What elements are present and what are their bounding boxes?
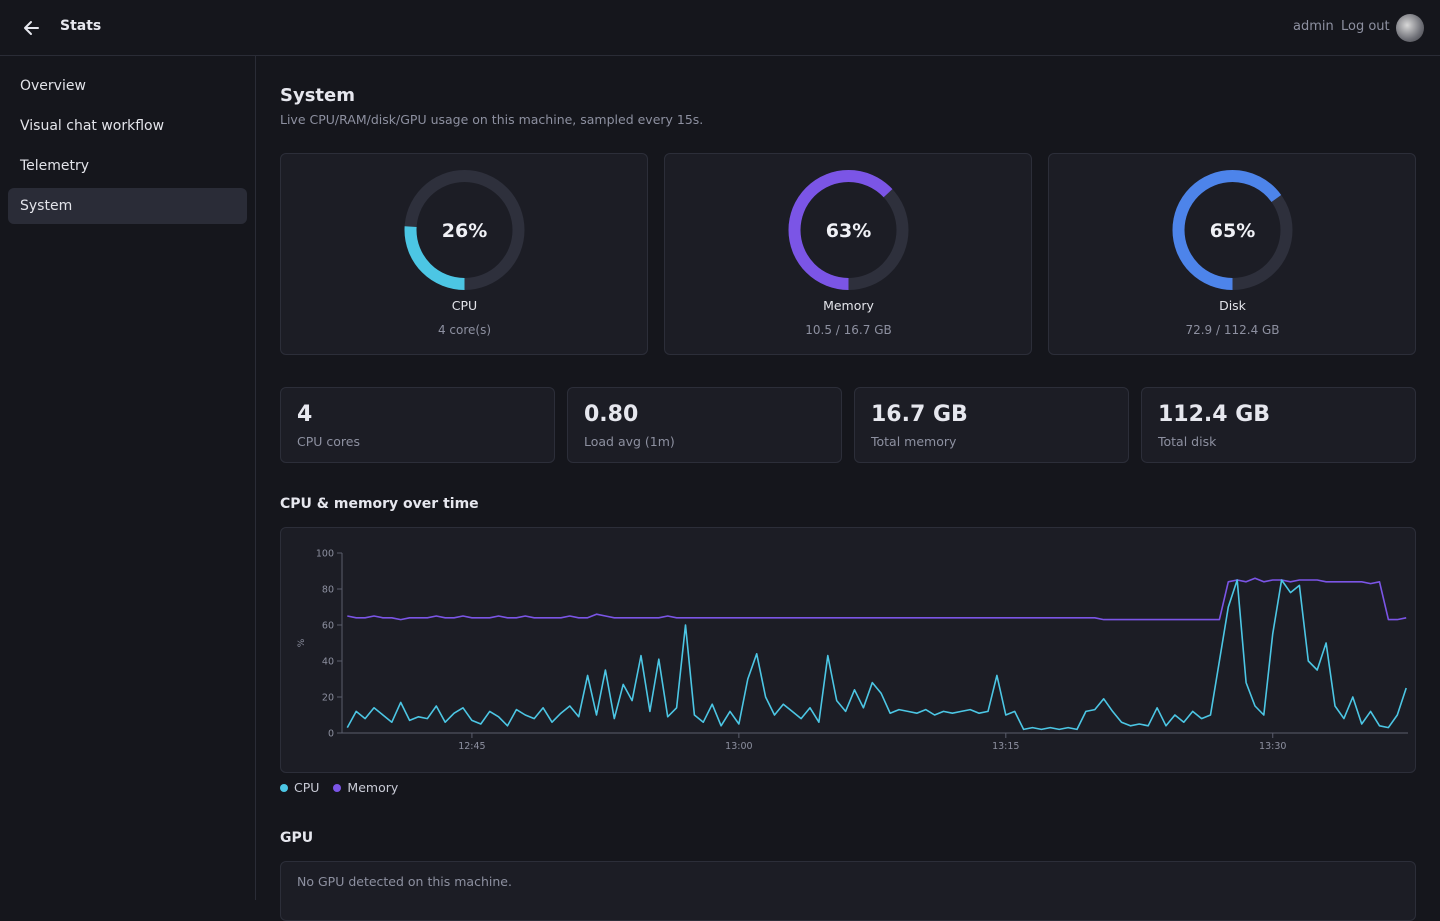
gauge-value: 63% — [826, 220, 871, 242]
gauge: 63% Memory 10.5 / 16.7 GB — [788, 170, 909, 337]
sidebar: Overview Visual chat workflow Telemetry Sys… — [0, 56, 256, 900]
stat-label: CPU cores — [297, 434, 360, 449]
stat-value: 112.4 GB — [1158, 402, 1271, 427]
gauge-detail: 4 core(s) — [438, 323, 491, 337]
chart: 0 20 40 60 80 100 12:45 13:00 13:15 13:30% — [297, 549, 1408, 752]
back-button[interactable] — [22, 18, 42, 38]
gauge-arc — [1172, 170, 1293, 290]
header: Stats admin Log out — [0, 0, 1440, 56]
legend-item: CPU — [280, 780, 319, 795]
legend-label: CPU — [294, 780, 320, 795]
nav-item[interactable]: Visual chat workflow — [20, 118, 165, 134]
nav-item[interactable]: Overview — [20, 78, 86, 94]
stat-card: 112.4 GB Total disk — [1141, 387, 1416, 463]
legend: CPU Memory — [280, 780, 398, 795]
stat-label: Total memory — [871, 434, 957, 449]
x-tick-label: 12:45 — [458, 741, 485, 752]
stat-card: 16.7 GB Total memory — [854, 387, 1129, 463]
gauge-arc — [404, 170, 525, 290]
page-subtitle: Live CPU/RAM/disk/GPU usage on this mach… — [280, 112, 704, 127]
series-line — [347, 577, 1407, 621]
stat-card: 0.80 Load avg (1m) — [567, 387, 842, 463]
nav-item[interactable]: Telemetry — [20, 158, 90, 174]
gauge-label: Disk — [1219, 298, 1247, 313]
legend-label: Memory — [347, 780, 399, 795]
gauge-card: 26% CPU 4 core(s) — [280, 153, 648, 355]
gauge-card: 65% Disk 72.9 / 112.4 GB — [1048, 153, 1416, 355]
gauge-detail: 10.5 / 16.7 GB — [805, 323, 891, 337]
y-tick-label: 60 — [322, 621, 334, 632]
gauge-detail: 72.9 / 112.4 GB — [1185, 323, 1279, 337]
gauge-label: Memory — [823, 298, 874, 313]
x-tick-label: 13:15 — [992, 741, 1019, 752]
gpu-title: GPU — [280, 830, 314, 846]
gauge-value: 65% — [1210, 220, 1255, 242]
gpu-card: No GPU detected on this machine. — [280, 861, 1416, 921]
stat-value: 16.7 GB — [871, 402, 968, 427]
stat-value: 4 — [297, 402, 313, 427]
stat-label: Total disk — [1158, 434, 1217, 449]
gauge-value: 26% — [442, 220, 487, 242]
app-title: Stats — [60, 18, 102, 34]
stat-label: Load avg (1m) — [584, 434, 675, 449]
y-tick-label: 100 — [316, 549, 334, 560]
gauge: 65% Disk 72.9 / 112.4 GB — [1172, 170, 1293, 337]
page-title: System — [280, 85, 355, 106]
series-line — [346, 579, 1407, 731]
gpu-message: No GPU detected on this machine. — [297, 874, 512, 889]
legend-swatch — [333, 783, 342, 792]
chart-card: 0 20 40 60 80 100 12:45 13:00 13:15 13:30% — [280, 527, 1416, 773]
gauge-card: 63% Memory 10.5 / 16.7 GB — [664, 153, 1032, 355]
y-tick-label: 20 — [322, 693, 334, 704]
y-axis-label: % — [297, 638, 307, 647]
gauge-arc — [788, 170, 909, 290]
chart-title: CPU & memory over time — [280, 496, 479, 512]
x-tick-label: 13:00 — [725, 741, 752, 752]
gauge: 26% CPU 4 core(s) — [404, 170, 525, 337]
user-name: admin — [1293, 19, 1334, 34]
y-tick-label: 40 — [322, 657, 334, 668]
avatar[interactable] — [1396, 14, 1424, 42]
stat-value: 0.80 — [584, 402, 639, 427]
legend-swatch — [280, 783, 288, 792]
y-tick-label: 80 — [322, 585, 334, 596]
stat-card: 4 CPU cores — [280, 387, 555, 463]
nav-item[interactable]: System — [8, 188, 247, 224]
logout-link[interactable]: Log out — [1341, 19, 1390, 34]
legend-item: Memory — [333, 780, 398, 795]
y-tick-label: 0 — [328, 729, 334, 740]
gauge-label: CPU — [452, 298, 477, 313]
x-tick-label: 13:30 — [1259, 741, 1286, 752]
